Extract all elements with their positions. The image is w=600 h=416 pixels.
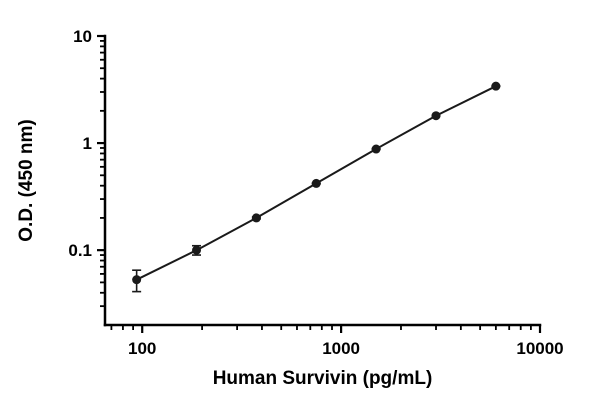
data-point [132,275,142,285]
y-tick-label: 10 [73,27,92,46]
y-axis-title: O.D. (450 nm) [16,119,37,241]
x-axis-title: Human Survivin (pg/mL) [213,368,433,389]
data-point [371,144,381,154]
data-point [251,213,261,223]
x-tick-label: 100 [128,339,156,358]
x-tick-label: 1000 [322,339,360,358]
data-point [192,245,202,255]
x-tick-label: 10000 [516,339,563,358]
data-point [431,111,441,121]
y-tick-label: 1 [83,134,92,153]
data-point [491,81,501,91]
data-point [311,178,321,188]
y-tick-label: 0.1 [68,241,92,260]
